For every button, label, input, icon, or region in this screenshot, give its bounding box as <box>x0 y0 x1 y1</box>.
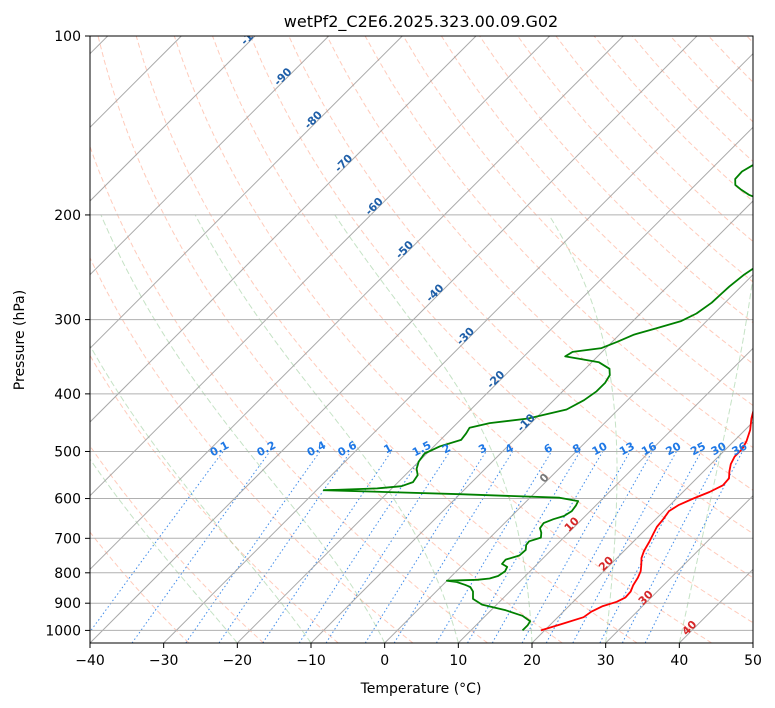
isotherm-line <box>605 494 753 643</box>
y-tick-label: 600 <box>54 492 81 508</box>
x-tick-label: 50 <box>744 653 762 669</box>
moist-adiabat <box>334 214 533 643</box>
moist-adiabat <box>90 458 238 643</box>
grid-lines <box>90 36 753 643</box>
dry-adiabat <box>90 145 488 643</box>
dry-adiabat <box>326 36 753 491</box>
x-tick-label: −30 <box>149 653 179 669</box>
mixing-ratio-line <box>435 451 552 643</box>
temperature-profile-line <box>540 408 753 632</box>
mixing-ratio-label: 10 <box>590 439 610 458</box>
moist-adiabat <box>678 273 753 643</box>
mixing-ratio-line <box>298 451 426 643</box>
dry-adiabat <box>90 354 339 643</box>
dry-adiabat <box>173 36 712 643</box>
y-tick-label: 400 <box>54 387 81 403</box>
dry-adiabat <box>90 445 264 643</box>
x-tick-label: −10 <box>296 653 326 669</box>
isotherm-line <box>457 347 753 643</box>
mixing-ratio-line <box>364 451 487 643</box>
background-lines <box>90 36 753 643</box>
mixing-ratio-label: 25 <box>688 440 708 459</box>
y-tick-label: 1000 <box>45 623 81 639</box>
isotherm-line <box>310 200 753 643</box>
y-tick-label: 300 <box>54 313 81 329</box>
x-tick-label: 30 <box>597 653 615 669</box>
dry-adiabat <box>250 36 753 579</box>
mixing-ratio-label: 16 <box>639 439 659 458</box>
y-tick-label: 200 <box>54 208 81 224</box>
isotherm-line <box>163 52 753 643</box>
isotherm-line <box>90 36 698 643</box>
x-axis-label: Temperature (°C) <box>360 681 482 697</box>
isotherm-label: -100 <box>238 19 267 48</box>
x-tick-label: 20 <box>523 653 541 669</box>
y-tick-label: 900 <box>54 596 81 612</box>
x-tick-label: 40 <box>670 653 688 669</box>
mixing-ratio-label: 36 <box>730 439 750 458</box>
y-tick-label: 800 <box>54 566 81 582</box>
axis-ticks: −40 −30 −20 −10 0 10 20 30 40 50 100 200 300 400 500 60… <box>45 29 762 669</box>
isotherm-line <box>752 642 753 643</box>
moist-adiabat <box>548 214 618 643</box>
dry-adiabat <box>90 531 190 643</box>
dry-adiabat <box>97 36 563 643</box>
isotherm-line <box>90 36 551 497</box>
mixing-ratio-line <box>572 451 677 643</box>
x-tick-label: −20 <box>223 653 253 669</box>
dry-adiabat <box>402 36 753 407</box>
isotherm-line <box>90 36 256 202</box>
dry-adiabat <box>212 36 753 624</box>
y-tick-label: 100 <box>54 29 81 45</box>
y-tick-label: 700 <box>54 531 81 547</box>
mixing-ratio-label: 20 <box>664 439 684 458</box>
x-tick-label: 10 <box>449 653 467 669</box>
mixing-ratio-line <box>262 451 392 643</box>
isotherm-line <box>384 273 753 643</box>
mixing-ratio-line <box>325 451 451 643</box>
x-tick-label: 0 <box>380 653 389 669</box>
mixing-ratio-line <box>185 451 321 643</box>
chart-title: wetPf2_C2E6.2025.323.00.09.G02 <box>284 12 558 32</box>
moist-adiabat <box>90 344 312 643</box>
plot-background <box>90 36 753 643</box>
isotherm-line <box>236 126 753 643</box>
dewpoint-profile-line <box>322 164 753 632</box>
y-tick-label: 500 <box>54 444 81 460</box>
dry-adiabat <box>440 36 753 365</box>
plot-frame <box>89 35 754 644</box>
isotherm-line <box>90 36 477 423</box>
isotherm-line <box>90 36 330 276</box>
mixing-ratio-line <box>218 451 352 643</box>
mixing-ratio-label: 13 <box>617 440 637 459</box>
dry-adiabat <box>517 36 753 283</box>
isotherm-line <box>531 421 753 643</box>
mixing-ratio-line <box>545 451 653 643</box>
y-axis-label: Pressure (hPa) <box>12 290 28 390</box>
isotherm-line <box>90 36 403 350</box>
dry-adiabat <box>135 36 638 643</box>
moist-adiabat <box>194 214 459 643</box>
data-series <box>322 164 753 632</box>
mixing-ratio-line <box>599 451 702 643</box>
isotherm-line <box>90 36 624 571</box>
mixing-ratio-label: 30 <box>709 439 729 458</box>
mixing-ratio-line <box>131 451 271 643</box>
x-tick-label: −40 <box>75 653 105 669</box>
mixing-ratio-line <box>90 451 224 633</box>
